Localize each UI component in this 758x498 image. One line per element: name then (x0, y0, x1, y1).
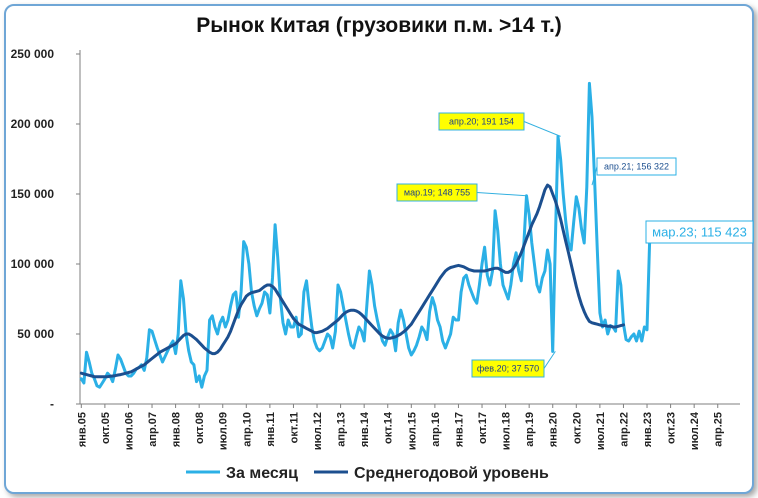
annotation-box (438, 112, 525, 131)
annotation-label: апр.21; 156 322 (604, 162, 669, 172)
x-tick-label: июл.09 (218, 412, 230, 450)
series-line-average (79, 183, 625, 379)
annotation-box (471, 359, 545, 378)
annotation-label: апр.20; 191 154 (449, 117, 514, 127)
x-tick-label: янв.23 (642, 412, 654, 447)
annotation-leader (591, 166, 598, 186)
x-tick-label: окт.05 (100, 412, 112, 444)
annotations: апр.20; 191 154 мар.19; 148 755 фев.20; 37… (396, 112, 754, 378)
x-tick-label: окт.08 (194, 412, 206, 444)
annotation-box (645, 220, 754, 244)
x-tick-label: окт.11 (288, 412, 300, 443)
x-axis: янв.05 окт.05 июл.06 апр.07 янв.08 окт.08 июл.… (76, 403, 740, 450)
x-tick-label: окт.17 (477, 412, 489, 444)
annotation-leader (523, 121, 561, 137)
x-tick-label: апр.19 (524, 412, 536, 447)
legend-label: За месяц (226, 465, 298, 482)
x-tick-label: окт.23 (666, 412, 678, 444)
x-tick-label: июл.21 (595, 412, 607, 450)
y-tick-label: 50 000 (17, 327, 54, 341)
x-tick-label: апр.10 (241, 412, 253, 447)
y-tick-label: 100 000 (11, 257, 55, 271)
series-lines (79, 81, 652, 389)
annotation-label: мар.23; 115 423 (652, 225, 747, 240)
x-tick-label: апр.22 (618, 412, 630, 447)
annotation-label: мар.19; 148 755 (404, 188, 470, 198)
series-line-monthly (79, 81, 652, 389)
x-tick-label: апр.07 (147, 412, 159, 447)
x-tick-label: янв.08 (171, 412, 183, 447)
chart-frame (4, 4, 754, 494)
x-tick-label: апр.25 (713, 412, 725, 447)
annotation-box (396, 183, 478, 202)
x-tick-label: янв.05 (76, 412, 88, 447)
y-tick-label: 200 000 (11, 117, 55, 131)
annotation-label: фев.20; 37 570 (477, 364, 539, 374)
annotation-box (596, 157, 677, 176)
x-tick-label: окт.14 (383, 411, 395, 444)
x-tick-label: янв.17 (453, 412, 465, 447)
legend: За месяц Среднегодовой уровень (186, 465, 549, 482)
x-tick-label: июл.12 (312, 412, 324, 450)
y-tick-label: - (50, 397, 54, 411)
y-axis: - 50 000 100 000 150 000 200 000 250 000 (11, 47, 81, 411)
y-tick-label: 150 000 (11, 187, 55, 201)
x-tick-label: янв.11 (265, 412, 277, 447)
annotation-leader (543, 351, 556, 369)
x-tick-label: окт.20 (571, 412, 583, 444)
x-tick-label: июл.15 (406, 412, 418, 450)
annotation-leader (476, 192, 527, 197)
x-tick-label: июл.06 (123, 412, 135, 450)
y-tick-label: 250 000 (11, 47, 55, 61)
x-tick-label: июл.18 (501, 412, 513, 450)
chart-title: Рынок Китая (грузовики п.м. >14 т.) (196, 14, 562, 37)
legend-label: Среднегодовой уровень (354, 465, 549, 482)
x-tick-label: апр.16 (430, 412, 442, 447)
x-tick-label: апр.13 (336, 412, 348, 447)
x-tick-label: янв.20 (548, 412, 560, 447)
x-tick-label: июл.24 (689, 411, 701, 450)
x-tick-label: янв.14 (359, 411, 371, 447)
